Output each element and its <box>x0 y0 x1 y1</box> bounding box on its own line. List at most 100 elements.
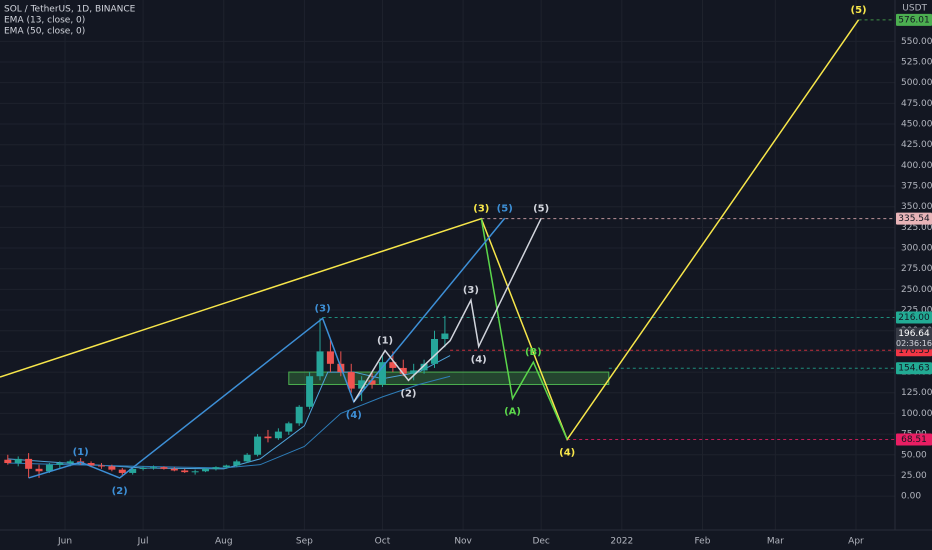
level-tag <box>896 13 932 26</box>
y-tick-label: 325.00 <box>901 223 932 233</box>
candle-body <box>191 471 199 473</box>
x-tick-label: Mar <box>767 537 784 547</box>
wave-label: (1) <box>73 447 89 458</box>
candle-body <box>254 436 262 455</box>
y-tick-label: 550.00 <box>901 37 932 47</box>
level-label: 576.01 <box>898 15 930 25</box>
candle-body <box>212 467 220 469</box>
ema-line <box>7 375 451 469</box>
candle-body <box>295 406 303 424</box>
y-tick-label: 25.00 <box>901 471 927 481</box>
candle-body <box>14 458 22 464</box>
level-label: 335.54 <box>898 214 930 224</box>
x-tick-label: Feb <box>695 537 711 547</box>
wave-label: (3) <box>463 285 479 296</box>
legend-entry: EMA (50, close, 0) <box>4 27 85 37</box>
y-tick-label: 425.00 <box>901 140 932 150</box>
wave-label: (4) <box>559 447 575 458</box>
wave-label: (3) <box>473 204 489 215</box>
candle-body <box>139 467 147 469</box>
level-label: 68.51 <box>901 435 927 445</box>
level-label: 216.00 <box>898 313 930 323</box>
candle-body <box>181 470 189 473</box>
chart-title: SOL / TetherUS, 1D, BINANCE <box>4 5 136 15</box>
y-unit: USDT <box>902 4 927 14</box>
axes: 0.0025.0050.0075.00100.00125.00150.00175… <box>57 13 932 547</box>
candle-body <box>274 431 282 439</box>
candle-body <box>233 461 241 466</box>
level-tag <box>896 433 932 446</box>
candle-body <box>25 458 33 469</box>
wave-line <box>28 217 506 479</box>
plot: (3) (4) (5) (A) (B) (1) (2) (3) (4) (5) (1) (2) (3) (… <box>0 5 895 497</box>
candle-body <box>87 463 95 466</box>
last-price-tag <box>896 327 932 350</box>
y-tick-label: 125.00 <box>901 388 932 398</box>
wave-label: (4) <box>471 354 487 365</box>
wave-line <box>353 217 542 403</box>
candle-body <box>160 467 168 469</box>
wave-label: (5) <box>497 203 513 214</box>
candle-body <box>66 461 74 464</box>
y-tick-label: 500.00 <box>901 78 932 88</box>
candle-body <box>430 339 438 364</box>
x-tick-label: Jun <box>57 537 72 547</box>
x-tick-label: Aug <box>215 537 233 547</box>
candle-body <box>326 351 334 364</box>
candle-body <box>410 370 418 374</box>
level-label: 176.35 <box>898 346 930 356</box>
wave-label: (5) <box>533 203 549 214</box>
y-tick-label: 400.00 <box>901 161 932 171</box>
x-tick-label: Nov <box>454 537 472 547</box>
candle-body <box>358 380 366 389</box>
last-price-label: 196.64 <box>898 329 930 339</box>
candle-body <box>45 464 53 472</box>
x-tick-label: Dec <box>532 537 549 547</box>
y-tick-label: 225.00 <box>901 306 932 316</box>
candle-body <box>264 436 272 439</box>
wave-label: (2) <box>112 486 128 497</box>
candle-body <box>118 469 126 473</box>
candle-body <box>243 454 251 462</box>
wave-label: (5) <box>851 5 867 16</box>
wave-label: (3) <box>315 303 331 314</box>
y-tick-label: 100.00 <box>901 409 932 419</box>
wave-label: (1) <box>377 336 393 347</box>
candle-body <box>222 465 230 468</box>
candle-body <box>56 463 64 465</box>
candle-body <box>35 468 43 472</box>
x-tick-label: Apr <box>848 537 864 547</box>
y-tick-label: 525.00 <box>901 58 932 68</box>
wave-line <box>0 19 860 442</box>
candle-body <box>108 466 116 470</box>
wave-label: (A) <box>504 407 521 418</box>
candle-body <box>202 468 210 472</box>
candle-body <box>368 380 376 385</box>
y-tick-label: 50.00 <box>901 450 927 460</box>
wave-label: (2) <box>400 388 416 399</box>
y-tick-label: 375.00 <box>901 182 932 192</box>
y-tick-label: 350.00 <box>901 202 932 212</box>
zone-box <box>288 371 610 385</box>
candle-body <box>399 367 407 374</box>
candle-body <box>4 459 12 464</box>
y-tick-label: 300.00 <box>901 244 932 254</box>
level-tag <box>896 311 932 324</box>
wave-label: (B) <box>525 347 542 358</box>
level-tag <box>896 362 932 375</box>
y-tick-label: 250.00 <box>901 285 932 295</box>
candle-body <box>170 468 178 471</box>
x-tick-label: Oct <box>375 537 391 547</box>
x-tick-label: Jul <box>137 537 149 547</box>
y-tick-label: 450.00 <box>901 120 932 130</box>
candle-body <box>150 467 158 469</box>
ema-line <box>7 355 451 470</box>
legend-entry: EMA (13, close, 0) <box>4 16 85 26</box>
x-tick-label: 2022 <box>610 537 633 547</box>
wave-label: (4) <box>346 410 362 421</box>
candle-body <box>441 333 449 340</box>
candle-body <box>285 423 293 432</box>
candle-body <box>306 376 314 407</box>
candle-body <box>378 362 386 385</box>
